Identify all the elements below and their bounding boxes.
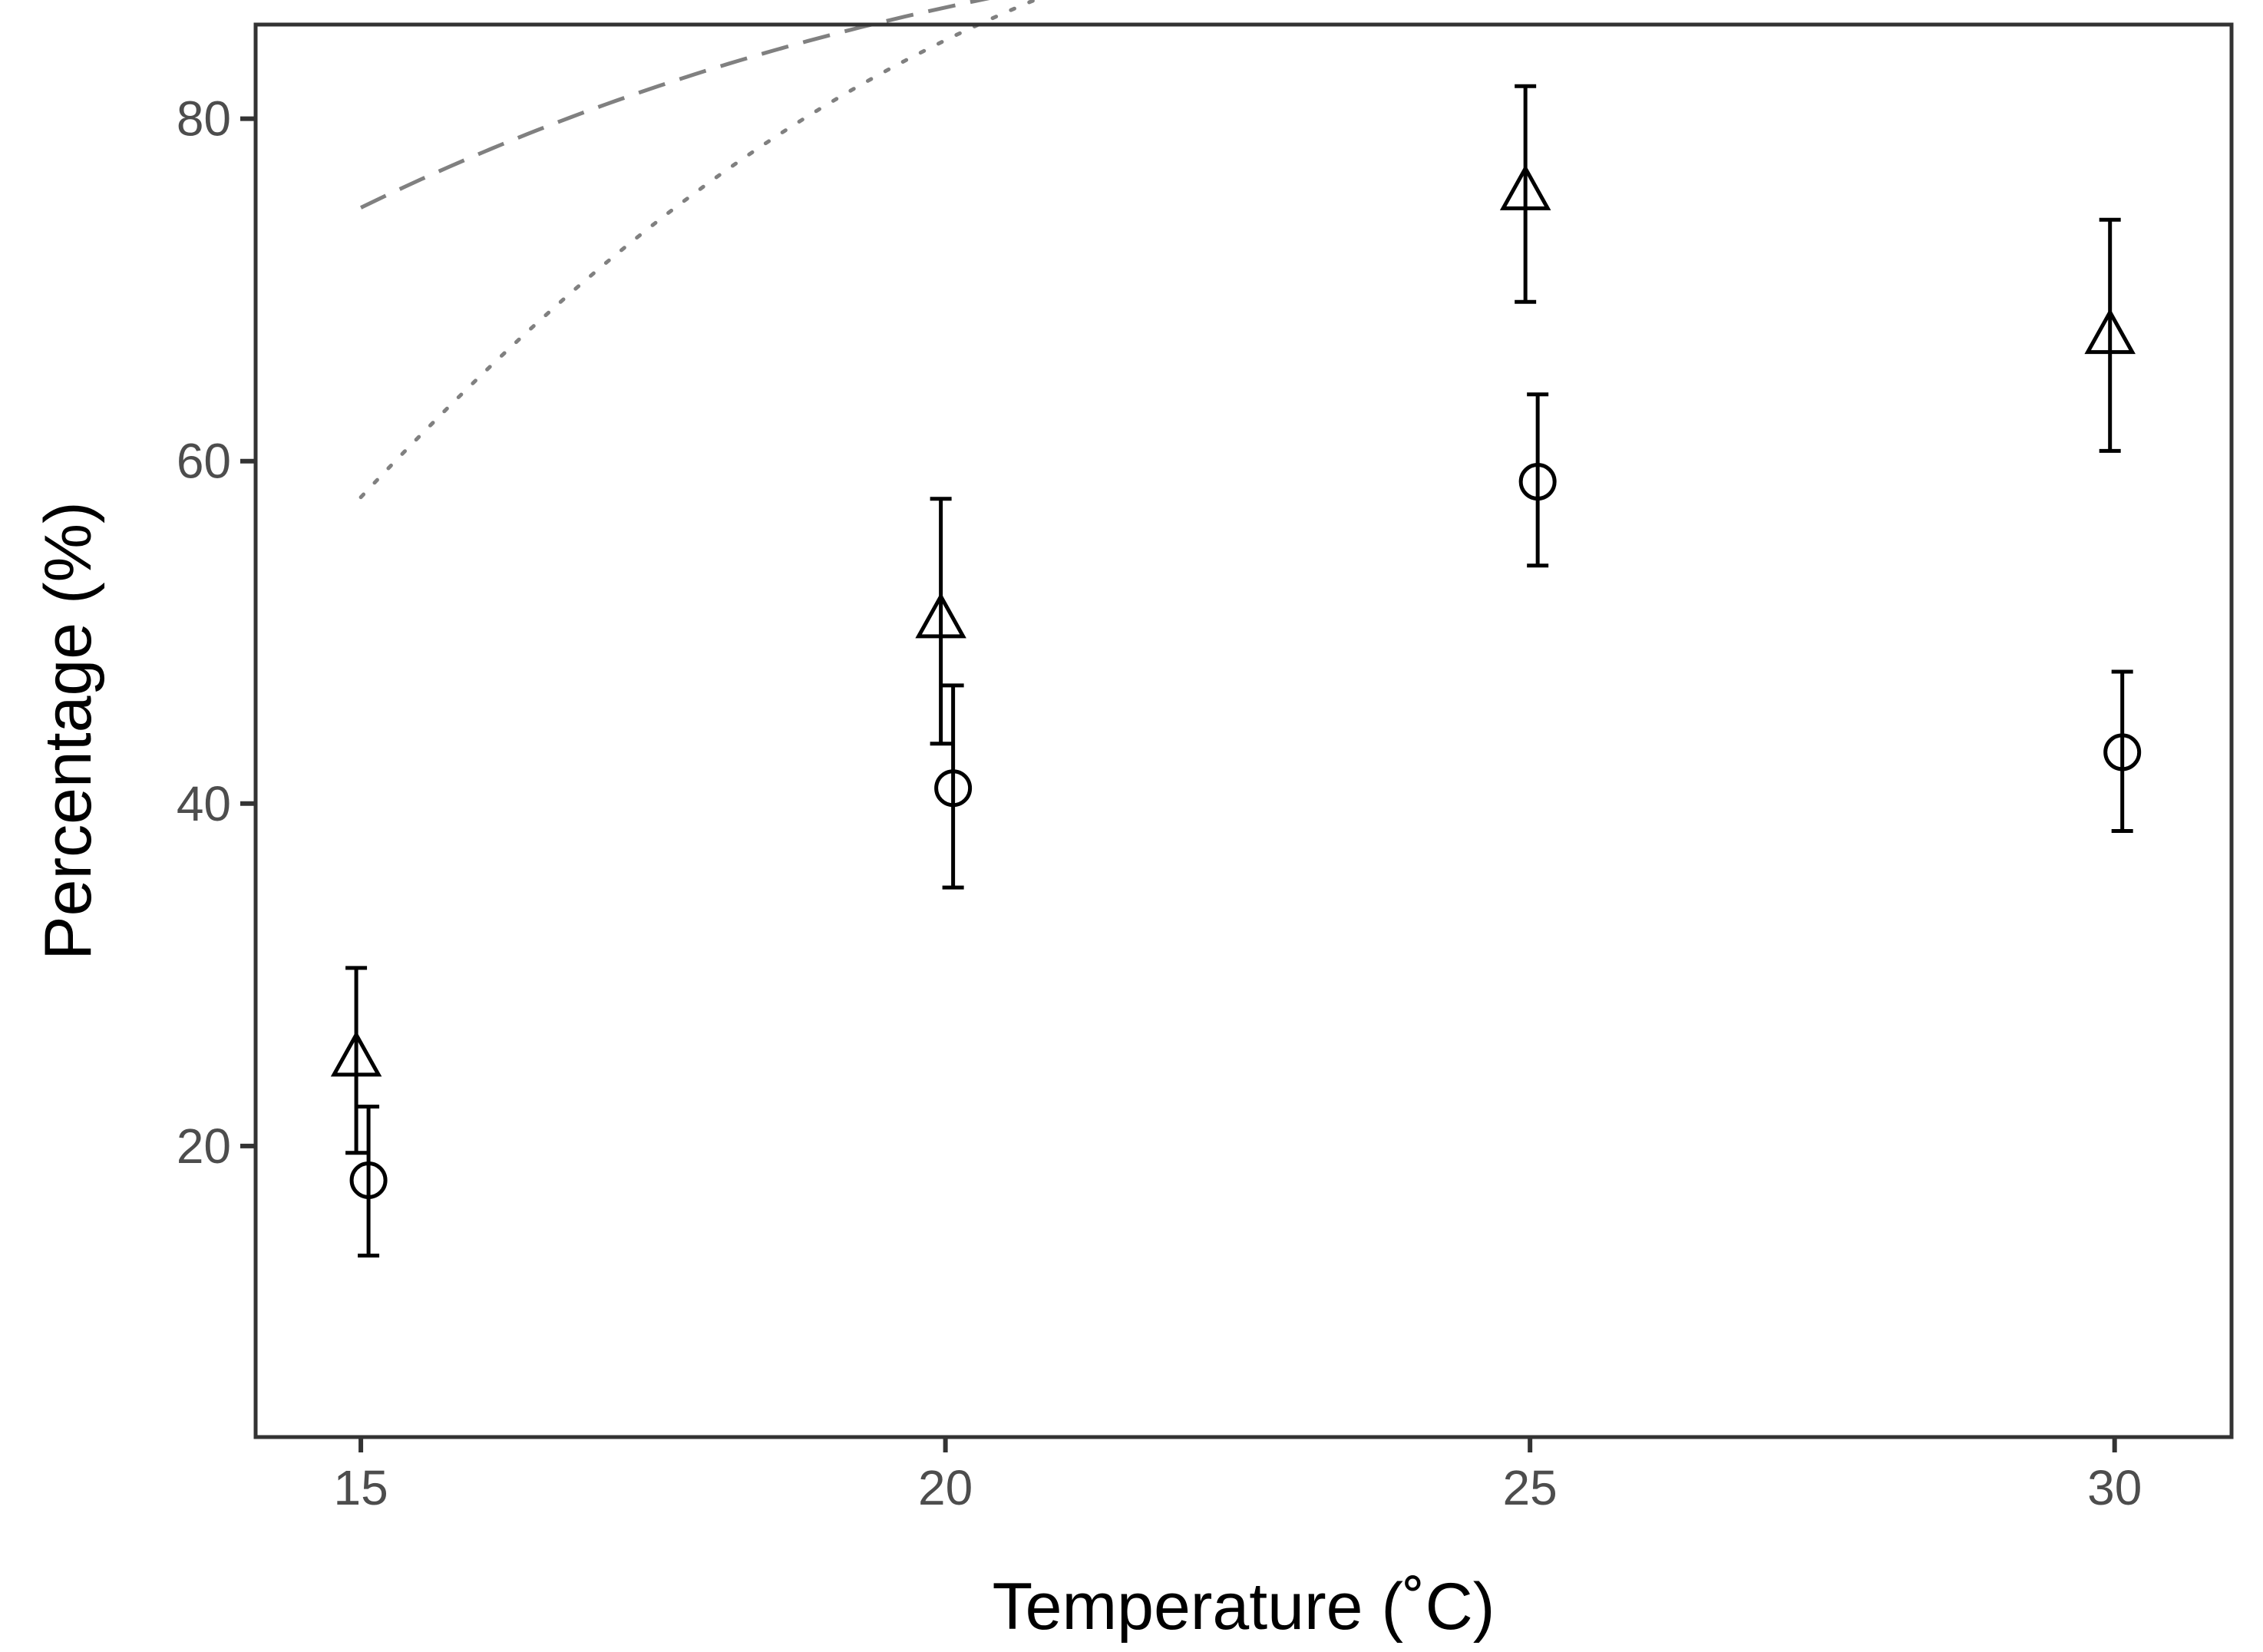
x-tick-label: 30 — [2087, 1460, 2142, 1515]
data-point-circle — [349, 1161, 388, 1199]
data-point-triangle — [2084, 308, 2136, 355]
x-tick-label: 20 — [918, 1460, 973, 1515]
data-point-circle — [2103, 733, 2142, 771]
plot-panel-border — [253, 22, 2234, 1439]
data-point-circle — [934, 769, 973, 808]
y-tick-label: 40 — [177, 776, 231, 831]
data-point-triangle — [1499, 164, 1551, 210]
data-marks — [330, 84, 2142, 1258]
x-axis-title: Temperature (˚C) — [993, 1570, 1495, 1644]
fit-curve-triangles — [360, 0, 990, 210]
data-point-triangle — [330, 1030, 382, 1077]
y-tick-label: 60 — [177, 434, 231, 489]
y-tick-label: 80 — [177, 91, 231, 147]
x-tick-label: 25 — [1503, 1460, 1558, 1515]
y-axis-title: Percentage (%) — [31, 501, 105, 960]
y-tick-label: 20 — [177, 1118, 231, 1174]
axis-ticks: 15 20 25 30 20 40 60 80 — [177, 91, 2142, 1515]
data-point-circle — [1518, 462, 1557, 501]
fit-curves — [358, 0, 1040, 500]
data-point-triangle — [915, 592, 966, 639]
fit-curve-circles — [358, 0, 1040, 500]
x-tick-label: 15 — [333, 1460, 388, 1515]
